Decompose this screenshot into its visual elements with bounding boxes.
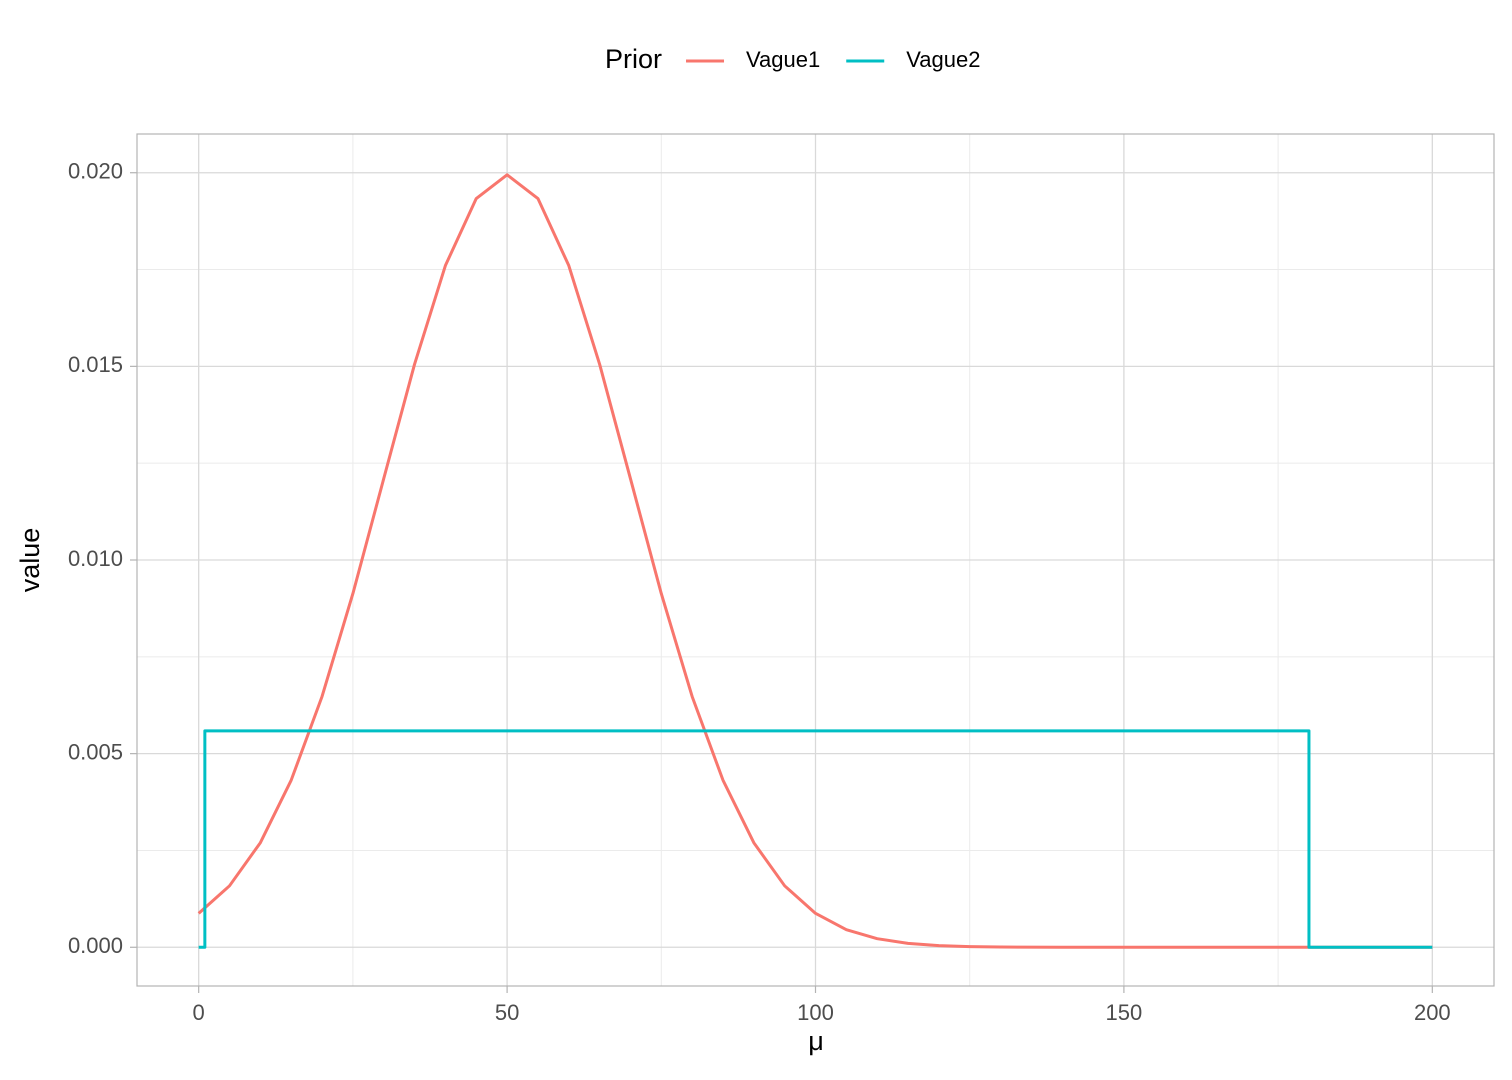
x-tick-label: 150 — [1106, 1000, 1143, 1025]
plot-lines — [197, 173, 1433, 949]
y-axis-label: value — [15, 528, 45, 593]
legend-label: Vague1 — [746, 47, 820, 72]
x-axis-label: μ — [808, 1026, 824, 1056]
x-tick-label: 200 — [1414, 1000, 1451, 1025]
series-line — [198, 729, 1433, 949]
legend-title: Prior — [605, 44, 662, 74]
legend: Prior Vague1 Vague2 — [605, 44, 980, 74]
x-tick-label: 100 — [797, 1000, 834, 1025]
legend-label: Vague2 — [906, 47, 980, 72]
y-tick-label: 0.015 — [68, 352, 123, 377]
x-tick-label: 0 — [193, 1000, 205, 1025]
series-line — [197, 173, 1433, 949]
y-tick-label: 0.010 — [68, 546, 123, 571]
x-tick-label: 50 — [495, 1000, 519, 1025]
y-tick-label: 0.005 — [68, 739, 123, 764]
y-tick-label: 0.000 — [68, 933, 123, 958]
y-tick-label: 0.020 — [68, 159, 123, 184]
